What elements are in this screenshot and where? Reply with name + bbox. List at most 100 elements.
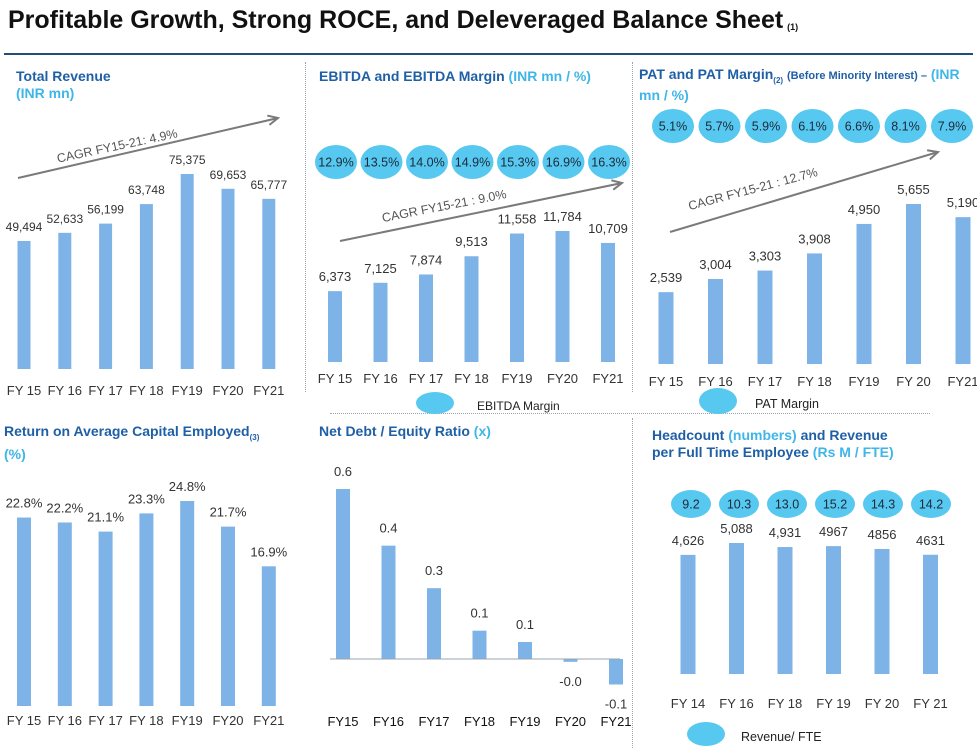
ebitda-tick-label: FY21 (592, 371, 623, 386)
roce-panel-title: Return on Average Capital Employed(3) (%… (4, 423, 260, 462)
netdebt-value-label: 0.4 (379, 521, 397, 536)
revenue-fte-bubble-label: 9.2 (682, 498, 699, 512)
ebitda-bar (419, 274, 433, 362)
headcount-value-label: 4,626 (672, 533, 705, 548)
roce-bar (139, 513, 154, 706)
headcount-value-label: 5,088 (720, 521, 753, 536)
ebitda-bar (510, 233, 524, 362)
headcount-tick-label: FY 21 (913, 696, 947, 711)
revenue-bar (180, 174, 194, 369)
ebitda-value-label: 7,125 (364, 261, 397, 276)
revenue-fte-bubble-label: 10.3 (727, 498, 751, 512)
ebitda-margin-bubble-label: 16.9% (546, 156, 581, 170)
ebitda-margin-bubble-label: 13.5% (364, 156, 399, 170)
revenue-fte-bubble (911, 490, 951, 518)
roce-bar (261, 566, 276, 706)
netdebt-bar (472, 630, 487, 659)
ebitda-panel-title: EBITDA and EBITDA Margin (INR mn / %) (319, 68, 591, 84)
ebitda-bar (601, 242, 615, 362)
netdebt-tick-label: FY19 (509, 714, 540, 729)
ebitda-cagr-arrow-head (611, 179, 625, 191)
ebitda-tick-label: FY 16 (363, 371, 397, 386)
revenue-tick-label: FY 15 (7, 383, 41, 398)
revenue-panel-title: Total Revenue (INR mn) (16, 68, 111, 101)
separator (305, 62, 306, 392)
pat-panel-title: PAT and PAT Margin(2) (Before Minority I… (639, 66, 960, 103)
headcount-bar (923, 554, 938, 674)
revenue-tick-label: FY20 (212, 383, 243, 398)
revenue-bar (262, 198, 276, 369)
ebitda-tick-label: FY19 (501, 371, 532, 386)
revenue-tick-label: FY19 (172, 383, 203, 398)
netdebt-bar (563, 659, 578, 662)
headcount-tick-label: FY 20 (865, 696, 899, 711)
revenue-tick-label: FY 18 (129, 383, 163, 398)
ebitda-tick-label: FY 15 (318, 371, 352, 386)
pat-margin-bubble-label: 6.1% (798, 120, 827, 134)
netdebt-tick-label: FY16 (373, 714, 404, 729)
netdebt-tick-label: FY20 (555, 714, 586, 729)
pat-cagr-arrow (669, 151, 939, 233)
revenue-fte-bubble-label: 13.0 (775, 498, 799, 512)
roce-bar (98, 531, 113, 706)
ebitda-margin-bubble (542, 145, 585, 179)
separator (330, 413, 930, 414)
roce-bar (221, 526, 235, 706)
revenue-value-label: 52,633 (46, 212, 83, 226)
revenue-bar (221, 188, 235, 369)
ebitda-margin-bubble-label: 16.3% (591, 156, 626, 170)
headcount-bar (680, 554, 696, 674)
netdebt-tick-label: FY17 (418, 714, 449, 729)
ebitda-bar (555, 231, 570, 362)
headcount-tick-label: FY 16 (719, 696, 753, 711)
roce-value-label: 24.8% (169, 479, 206, 494)
headcount-bar (874, 548, 890, 674)
pat-value-label: 2,539 (650, 270, 683, 285)
pat-value-label: 5,655 (897, 182, 930, 197)
revenue-value-label: 49,494 (6, 220, 43, 234)
netdebt-tick-label: FY18 (464, 714, 495, 729)
title-rule (4, 53, 973, 55)
pat-value-label: 4,950 (848, 202, 881, 217)
page-title: Profitable Growth, Strong ROCE, and Dele… (8, 6, 799, 34)
revenue-value-label: 63,748 (128, 183, 165, 197)
pat-tick-label: FY 18 (797, 374, 831, 389)
netdebt-value-label: -0.0 (559, 674, 581, 689)
roce-value-label: 23.3% (128, 491, 165, 506)
ebitda-legend-label: EBITDA Margin (477, 399, 560, 413)
ebitda-margin-bubble-label: 12.9% (318, 156, 353, 170)
headcount-panel-title: Headcount (numbers) and Revenue per Full… (652, 427, 894, 460)
pat-bar (807, 253, 822, 364)
pat-legend-label: PAT Margin (755, 397, 819, 411)
netdebt-panel-title: Net Debt / Equity Ratio (x) (319, 423, 491, 439)
revenue-bar (58, 232, 72, 369)
headcount-tick-label: FY 14 (671, 696, 705, 711)
roce-tick-label: FY 18 (129, 713, 163, 728)
roce-tick-label: FY 17 (88, 713, 122, 728)
pat-tick-label: FY 17 (748, 374, 782, 389)
roce-value-label: 16.9% (250, 544, 287, 559)
headcount-legend-label: Revenue/ FTE (741, 730, 822, 744)
ebitda-margin-bubble (451, 145, 494, 179)
netdebt-bar (381, 545, 396, 659)
pat-cagr-label: CAGR FY15-21 : 12.7% (687, 165, 819, 213)
netdebt-value-label: -0.1 (605, 697, 627, 712)
ebitda-value-label: 7,874 (410, 252, 443, 267)
ebitda-value-label: 11,558 (498, 212, 537, 227)
ebitda-margin-bubble (315, 145, 357, 179)
pat-margin-bubble-label: 5.1% (659, 120, 688, 134)
revenue-bar (99, 223, 113, 369)
ebitda-margin-bubble (497, 145, 539, 179)
roce-tick-label: FY20 (212, 713, 243, 728)
separator (632, 62, 633, 392)
pat-value-label: 3,303 (749, 249, 782, 264)
roce-tick-label: FY 15 (7, 713, 41, 728)
pat-margin-bubble-label: 8.1% (891, 120, 920, 134)
pat-margin-bubble-label: 6.6% (845, 120, 874, 134)
pat-margin-bubble (652, 109, 694, 143)
netdebt-value-label: 0.3 (425, 563, 443, 578)
roce-bar (180, 501, 195, 706)
netdebt-bar (336, 489, 350, 659)
pat-value-label: 3,908 (798, 231, 831, 246)
ebitda-margin-bubble (360, 145, 403, 179)
